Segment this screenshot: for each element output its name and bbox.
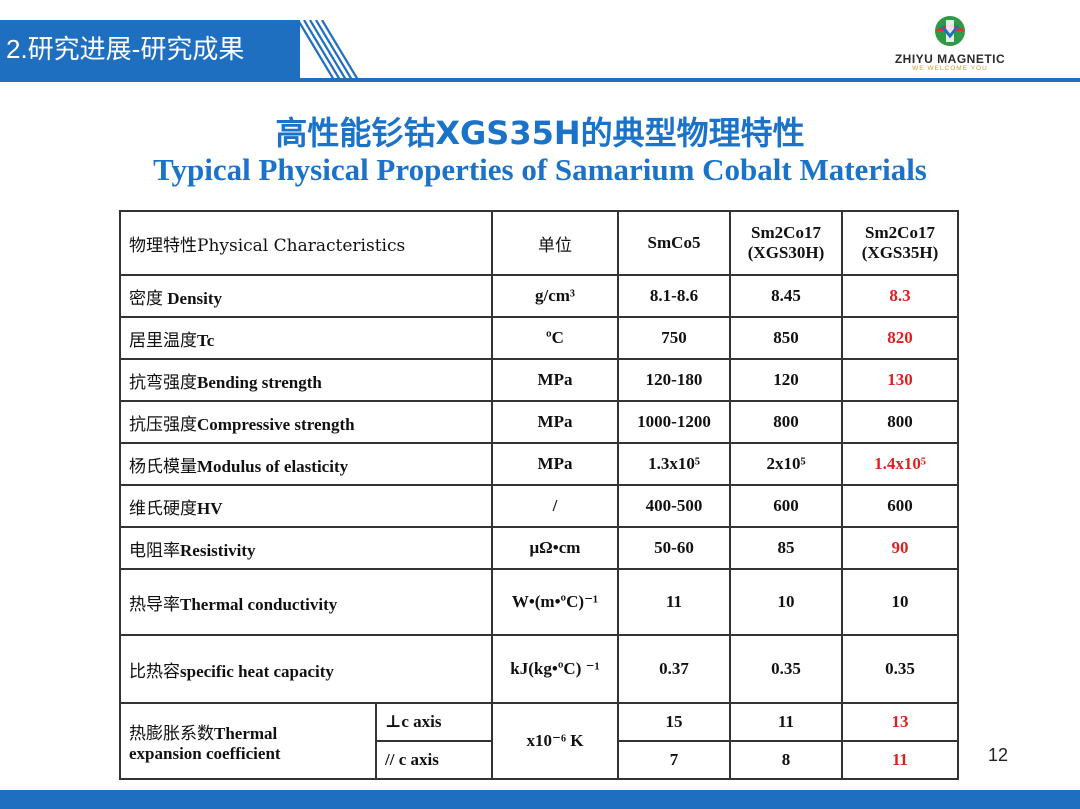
table-row: 杨氏模量Modulus of elasticity MPa 1.3x10⁵ 2x… [119, 442, 959, 486]
title-english: Typical Physical Properties of Samarium … [153, 152, 927, 187]
row-xgs35h: 10 [841, 568, 959, 636]
row-xgs30h: 85 [729, 526, 843, 570]
para-xgs35h: 11 [841, 740, 959, 780]
row-xgs35h: 820 [841, 316, 959, 360]
perp-smco5: 15 [617, 702, 731, 742]
properties-table: 物理特性Physical Characteristics 单位 SmCo5 Sm… [119, 210, 959, 780]
row-xgs30h: 120 [729, 358, 843, 402]
row-unit: W•(m•ºC)⁻¹ [491, 568, 619, 636]
row-xgs30h: 800 [729, 400, 843, 444]
row-xgs30h: 850 [729, 316, 843, 360]
header-xgs30h: Sm2Co17 (XGS30H) [729, 210, 843, 276]
row-label: 电阻率Resistivity [119, 526, 493, 570]
row-unit: ºC [491, 316, 619, 360]
table-row: 电阻率Resistivity μΩ•cm 50-60 85 90 [119, 526, 959, 570]
table-row: 抗压强度Compressive strength MPa 1000-1200 8… [119, 400, 959, 444]
header-xgs30h-line1: Sm2Co17 [751, 223, 821, 242]
table-row: 比热容specific heat capacity kJ(kg•ºC) ⁻¹ 0… [119, 634, 959, 704]
para-xgs30h: 8 [729, 740, 843, 780]
globe-logo-icon [935, 16, 965, 46]
header-xgs35h-line1: Sm2Co17 [865, 223, 935, 242]
header-unit: 单位 [491, 210, 619, 276]
row-unit: g/cm³ [491, 274, 619, 318]
row-xgs30h: 600 [729, 484, 843, 528]
para-smco5: 7 [617, 740, 731, 780]
perp-axis-label: ⊥c axis [375, 702, 493, 742]
row-xgs35h: 90 [841, 526, 959, 570]
row-smco5: 0.37 [617, 634, 731, 704]
row-unit: MPa [491, 442, 619, 486]
section-title: 2.研究进展-研究成果 [0, 20, 300, 78]
table-row: 抗弯强度Bending strength MPa 120-180 120 130 [119, 358, 959, 402]
company-logo: ZHIYU MAGNETIC WE WELCOME YOU [880, 14, 1020, 76]
table-header-row: 物理特性Physical Characteristics 单位 SmCo5 Sm… [119, 210, 959, 276]
perp-xgs30h: 11 [729, 702, 843, 742]
row-label: 比热容specific heat capacity [119, 634, 493, 704]
row-smco5: 750 [617, 316, 731, 360]
row-smco5: 400-500 [617, 484, 731, 528]
row-xgs35h: 800 [841, 400, 959, 444]
row-xgs35h: 130 [841, 358, 959, 402]
expansion-label: 热膨胀系数Thermal expansion coefficient [119, 702, 377, 780]
row-unit: MPa [491, 400, 619, 444]
row-smco5: 1000-1200 [617, 400, 731, 444]
row-smco5: 1.3x10⁵ [617, 442, 731, 486]
slide-header: 2.研究进展-研究成果 ZHIYU MAGNETIC WE WELCOME YO… [0, 0, 1080, 82]
row-label: 抗弯强度Bending strength [119, 358, 493, 402]
footer-bar [0, 790, 1080, 809]
row-label: 杨氏模量Modulus of elasticity [119, 442, 493, 486]
row-unit: kJ(kg•ºC) ⁻¹ [491, 634, 619, 704]
row-label: 密度 Density [119, 274, 493, 318]
row-xgs30h: 8.45 [729, 274, 843, 318]
header-underline [0, 78, 1080, 82]
row-xgs30h: 10 [729, 568, 843, 636]
row-label: 抗压强度Compressive strength [119, 400, 493, 444]
title-chinese: 高性能钐钴XGS35H的典型物理特性 [275, 114, 805, 152]
header-smco5: SmCo5 [617, 210, 731, 276]
table-row: 密度 Density g/cm³ 8.1-8.6 8.45 8.3 [119, 274, 959, 318]
page-number: 12 [988, 745, 1009, 765]
row-xgs35h: 600 [841, 484, 959, 528]
header-stripes-decoration [297, 20, 359, 80]
row-smco5: 120-180 [617, 358, 731, 402]
row-unit: μΩ•cm [491, 526, 619, 570]
row-label: 居里温度Tc [119, 316, 493, 360]
header-property: 物理特性Physical Characteristics [119, 210, 493, 276]
expansion-unit: x10⁻⁶ K [491, 702, 619, 780]
row-smco5: 8.1-8.6 [617, 274, 731, 318]
logo-name: ZHIYU MAGNETIC [894, 52, 1006, 66]
row-smco5: 50-60 [617, 526, 731, 570]
row-label: 热导率Thermal conductivity [119, 568, 493, 636]
row-unit: MPa [491, 358, 619, 402]
row-label: 维氏硬度HV [119, 484, 493, 528]
row-xgs30h: 2x10⁵ [729, 442, 843, 486]
row-xgs35h: 8.3 [841, 274, 959, 318]
row-xgs35h: 1.4x10⁵ [841, 442, 959, 486]
row-unit: / [491, 484, 619, 528]
header-xgs35h: Sm2Co17 (XGS35H) [841, 210, 959, 276]
table-row: 热导率Thermal conductivity W•(m•ºC)⁻¹ 11 10… [119, 568, 959, 636]
table-row-expansion-perp: 热膨胀系数Thermal expansion coefficient ⊥c ax… [119, 702, 959, 780]
row-xgs30h: 0.35 [729, 634, 843, 704]
header-xgs35h-line2: (XGS35H) [861, 243, 939, 262]
perp-xgs35h: 13 [841, 702, 959, 742]
row-smco5: 11 [617, 568, 731, 636]
logo-slogan: WE WELCOME YOU [912, 65, 988, 72]
table-row-expansion-para: // c axis 7 8 11 [120, 740, 959, 780]
header-xgs30h-line2: (XGS30H) [747, 243, 825, 262]
para-axis-label: // c axis [375, 740, 493, 780]
table-row: 居里温度Tc ºC 750 850 820 [119, 316, 959, 360]
table-row: 维氏硬度HV / 400-500 600 600 [119, 484, 959, 528]
row-xgs35h: 0.35 [841, 634, 959, 704]
